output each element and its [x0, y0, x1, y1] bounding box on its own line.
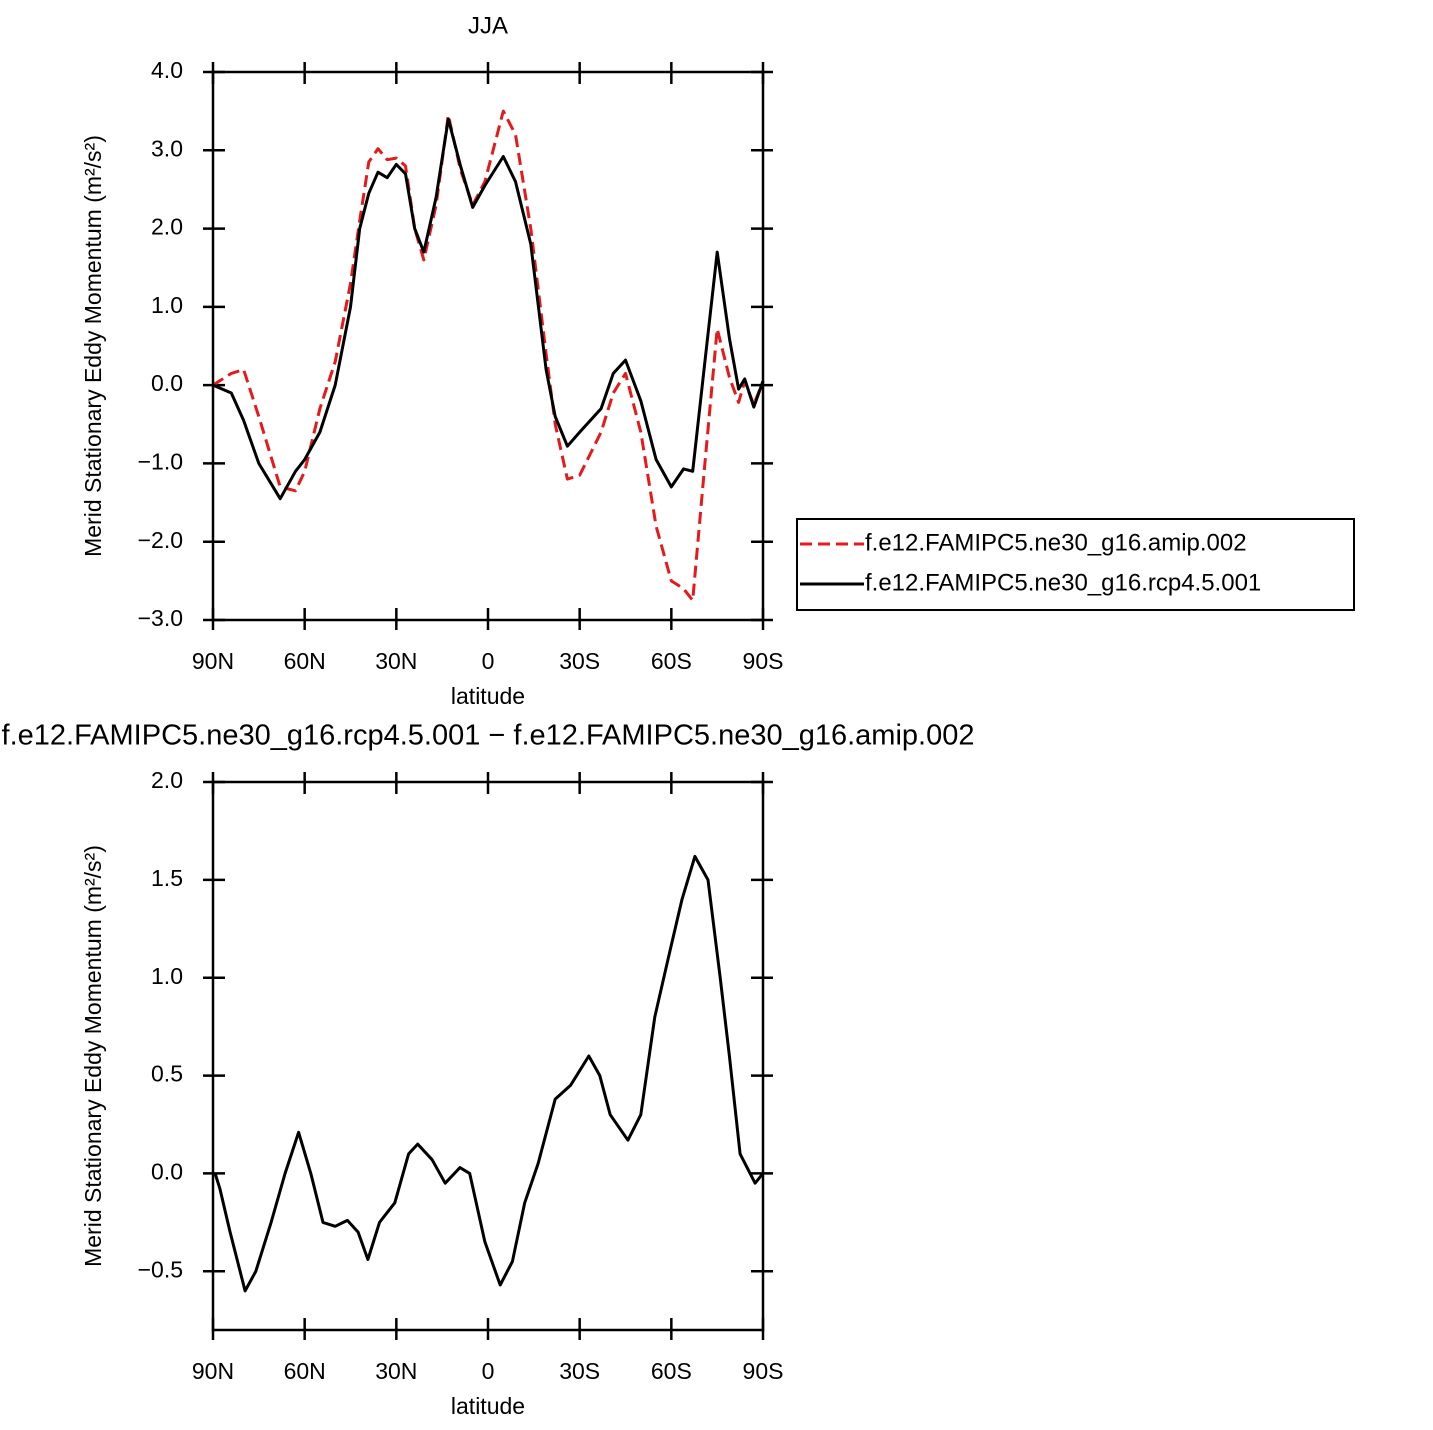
series-line	[212, 117, 765, 501]
chart-title: f.e12.FAMIPC5.ne30_g16.rcp4.5.001 − f.e1…	[2, 720, 975, 752]
x-tick-label: 30N	[375, 1358, 417, 1384]
y-tick-label: 1.0	[151, 292, 183, 318]
legend-label: f.e12.FAMIPC5.ne30_g16.amip.002	[865, 529, 1247, 556]
y-tick-label: −3.0	[138, 605, 183, 631]
y-tick-label: 0.5	[151, 1061, 183, 1087]
x-tick-label: 60S	[651, 648, 692, 674]
x-tick-label: 60S	[651, 1358, 692, 1384]
y-tick-label: −0.5	[138, 1256, 183, 1282]
series-line	[212, 109, 765, 602]
y-tick-label: −2.0	[138, 527, 183, 553]
x-tick-label: 90N	[192, 1358, 234, 1384]
plot-frame	[211, 780, 765, 1332]
x-tick-label: 90S	[743, 1358, 784, 1384]
y-tick-label: 0.0	[151, 1159, 183, 1185]
y-tick-label: 4.0	[151, 57, 183, 83]
x-tick-label: 30S	[559, 1358, 600, 1384]
series-line	[213, 854, 765, 1293]
x-tick-label: 30N	[375, 648, 417, 674]
y-tick-label: 0.0	[151, 370, 183, 396]
y-tick-label: 1.5	[151, 865, 183, 891]
x-tick-label: 90N	[192, 648, 234, 674]
x-tick-label: 90S	[743, 648, 784, 674]
x-tick-label: 60N	[284, 1358, 326, 1384]
y-tick-label: 1.0	[151, 963, 183, 989]
legend-box	[796, 518, 1355, 611]
y-axis-label: Merid Stationary Eddy Momentum (m²/s²)	[80, 135, 106, 557]
y-tick-label: 2.0	[151, 767, 183, 793]
x-tick-label: 0	[482, 1358, 495, 1384]
x-tick-label: 0	[482, 648, 495, 674]
y-axis-label: Merid Stationary Eddy Momentum (m²/s²)	[80, 845, 106, 1267]
legend-label: f.e12.FAMIPC5.ne30_g16.rcp4.5.001	[865, 569, 1261, 596]
y-tick-label: −1.0	[138, 449, 183, 475]
chart-title: JJA	[468, 12, 508, 39]
y-tick-label: 3.0	[151, 135, 183, 161]
x-tick-label: 30S	[559, 648, 600, 674]
plot-frame	[211, 70, 765, 622]
x-axis-label: latitude	[451, 1393, 525, 1419]
y-tick-label: 2.0	[151, 214, 183, 240]
x-axis-label: latitude	[451, 683, 525, 709]
x-tick-label: 60N	[284, 648, 326, 674]
